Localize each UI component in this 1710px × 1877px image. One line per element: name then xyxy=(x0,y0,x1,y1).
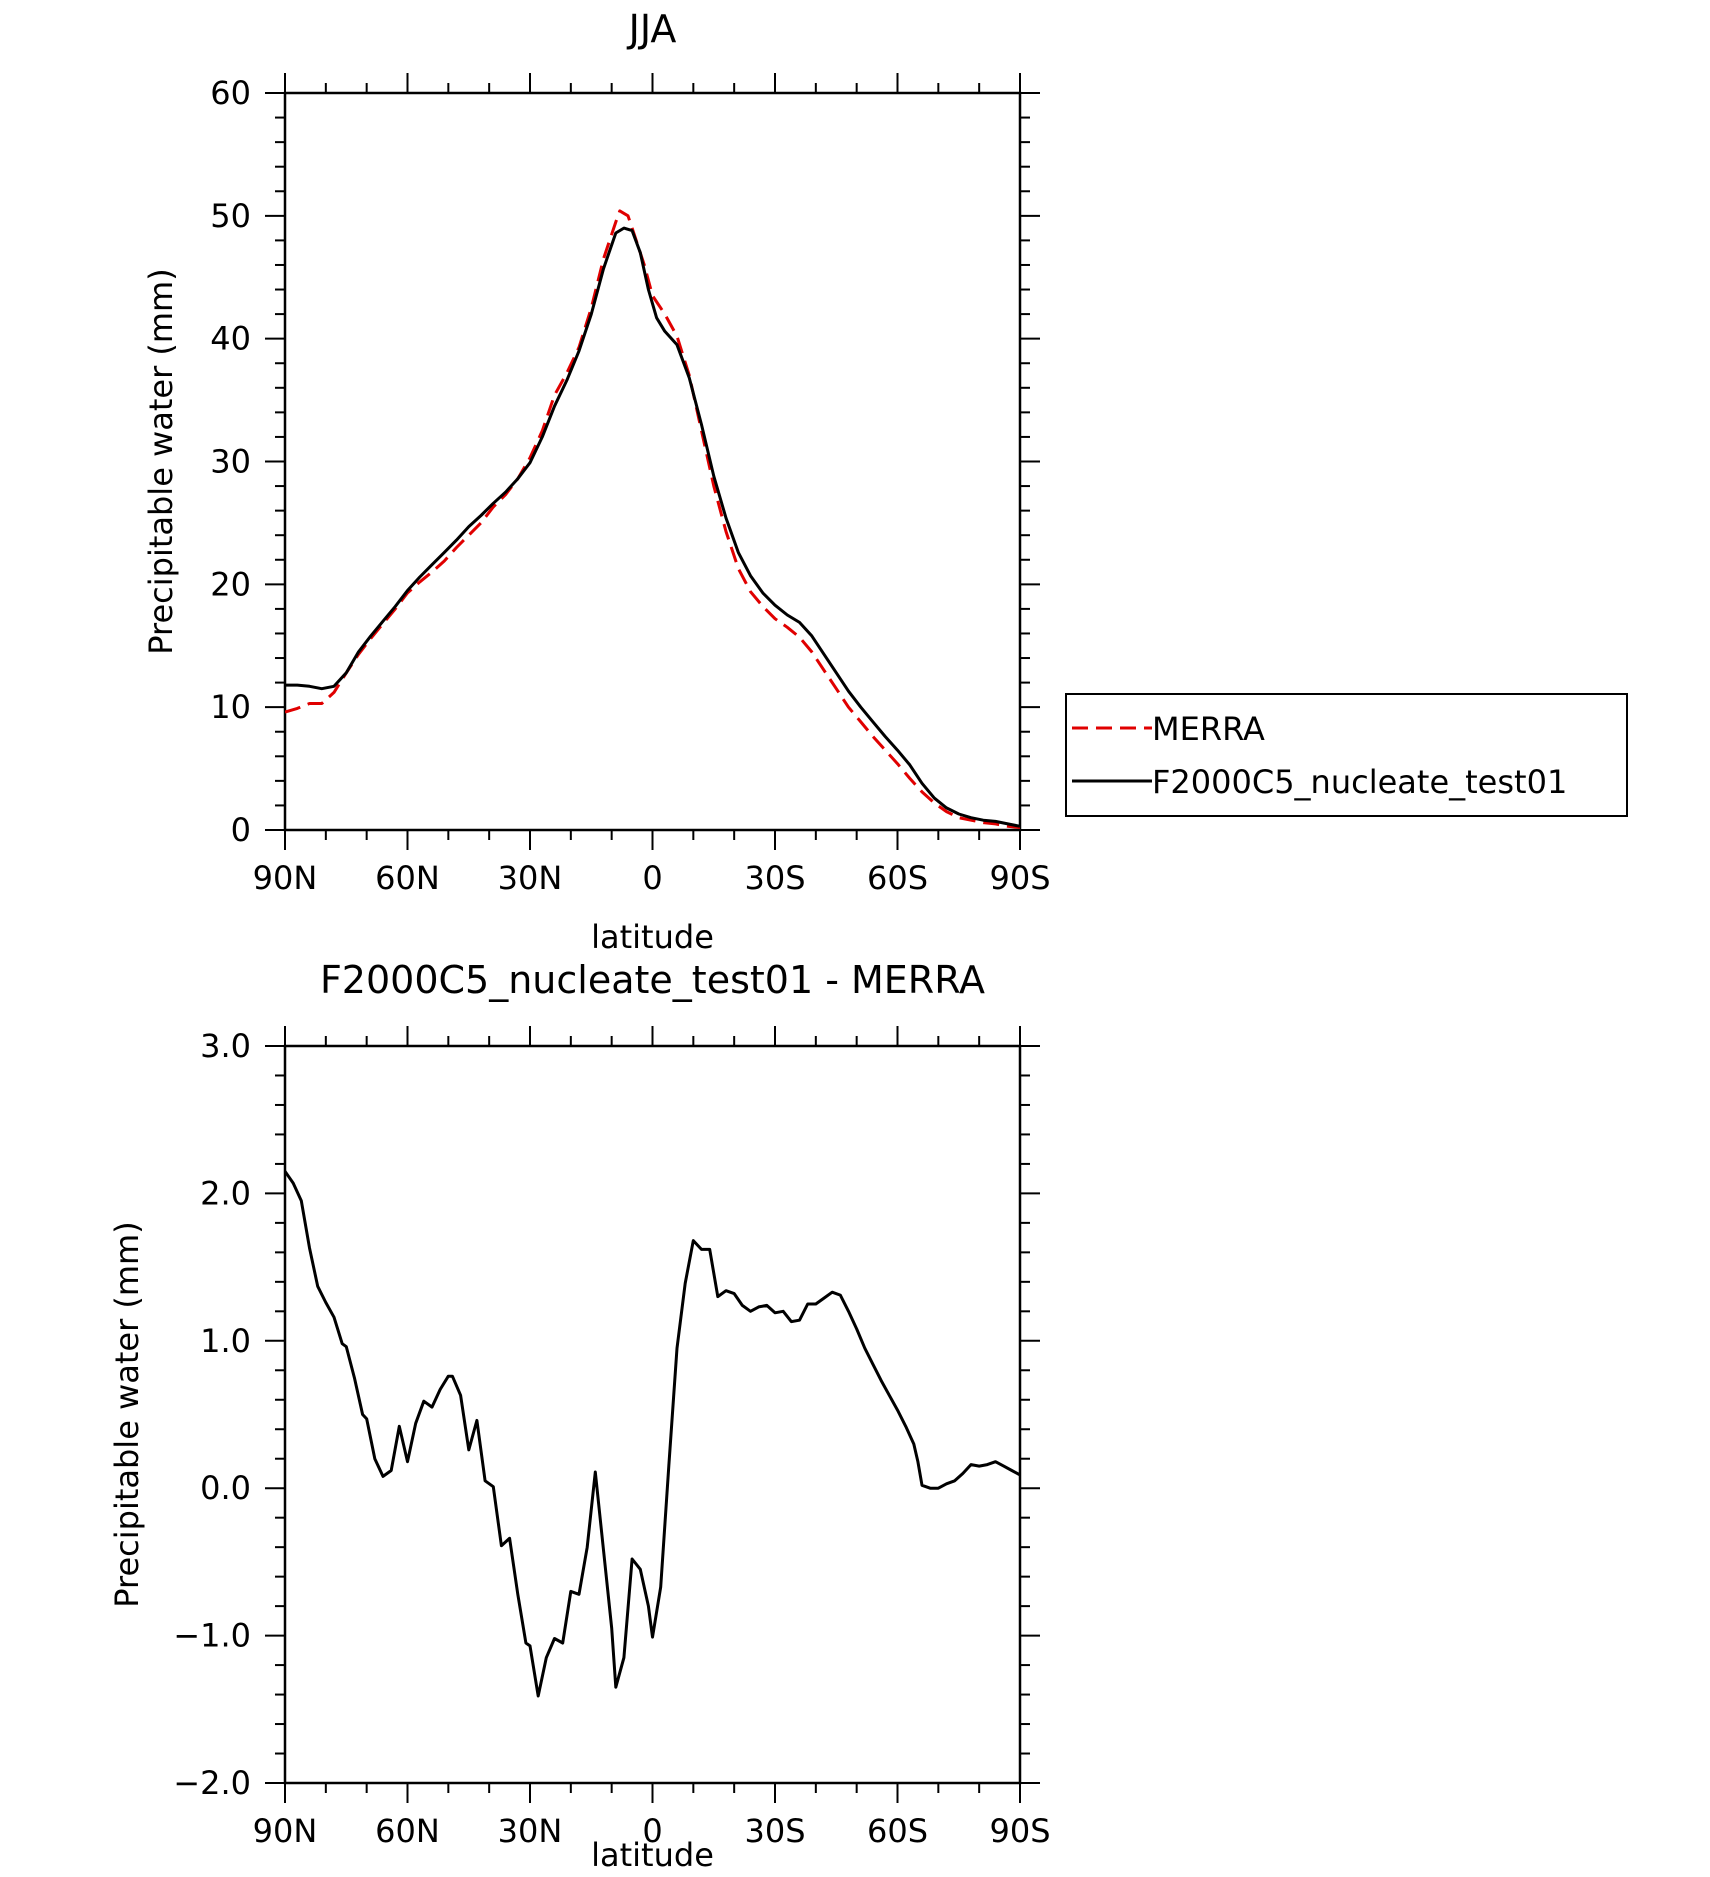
y-tick-label: 30 xyxy=(210,443,251,481)
chart-title: F2000C5_nucleate_test01 - MERRA xyxy=(320,958,985,1002)
legend-label: MERRA xyxy=(1152,710,1265,748)
series-line-difference xyxy=(285,1170,1020,1698)
y-tick-label: 20 xyxy=(210,565,251,603)
y-tick-label: 10 xyxy=(210,688,251,726)
x-tick-label: 90S xyxy=(989,859,1050,897)
y-tick-label: 60 xyxy=(210,74,251,112)
plot-frame xyxy=(283,1044,1022,1785)
chart-title: JJA xyxy=(627,7,677,51)
x-tick-label: 0 xyxy=(642,859,662,897)
y-tick-label: 3.0 xyxy=(200,1027,251,1065)
y-tick-label: 0.0 xyxy=(200,1469,251,1507)
x-tick-label: 90N xyxy=(253,859,318,897)
x-tick-label: 30N xyxy=(498,859,563,897)
y-tick-label: −1.0 xyxy=(173,1617,251,1655)
x-axis-label: latitude xyxy=(591,918,714,956)
x-tick-label: 30S xyxy=(744,1812,805,1850)
y-tick-label: 50 xyxy=(210,197,251,235)
legend-label: F2000C5_nucleate_test01 xyxy=(1152,763,1567,801)
legend: MERRA F2000C5_nucleate_test01 xyxy=(1065,693,1628,817)
plot-frame xyxy=(283,91,1022,832)
chart-1: JJA 0 10 20 30 40 50 60 90N 60N 30N 0 30S 60S 90S latit… xyxy=(142,7,1628,956)
x-tick-label: 60N xyxy=(375,1812,440,1850)
x-tick-label: 0 xyxy=(642,1812,662,1850)
y-tick-label: 0 xyxy=(231,811,251,849)
chart-2: F2000C5_nucleate_test01 - MERRA −2.0 −1.0 0… xyxy=(108,958,1051,1874)
legend-box xyxy=(1065,693,1628,817)
x-tick-label: 60S xyxy=(867,859,928,897)
y-axis-label: Precipitable water (mm) xyxy=(142,268,180,654)
y-tick-label: 40 xyxy=(210,320,251,358)
x-tick-label: 60S xyxy=(867,1812,928,1850)
y-tick-label: 2.0 xyxy=(200,1174,251,1212)
x-axis-label: latitude xyxy=(591,1836,714,1874)
y-tick-label: −2.0 xyxy=(173,1764,251,1802)
y-axis-label: Precipitable water (mm) xyxy=(108,1221,146,1607)
x-tick-label: 90N xyxy=(253,1812,318,1850)
x-tick-label: 60N xyxy=(375,859,440,897)
x-tick-label: 30N xyxy=(498,1812,563,1850)
x-tick-label: 30S xyxy=(744,859,805,897)
x-tick-label: 90S xyxy=(989,1812,1050,1850)
y-tick-label: 1.0 xyxy=(200,1322,251,1360)
series-line-f2000c5-nucleate-test01 xyxy=(285,226,1020,828)
